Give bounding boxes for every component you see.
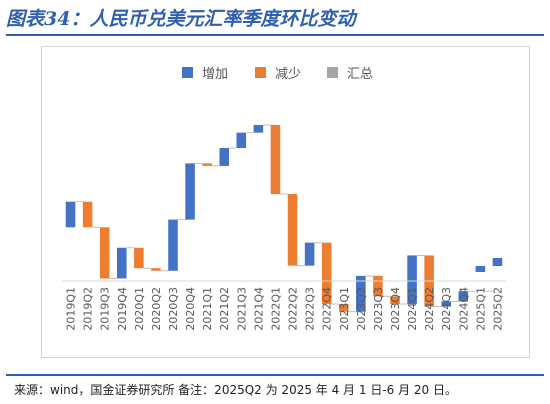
bar-2022Q4: [321, 242, 332, 305]
bar-2022Q2: [287, 194, 298, 266]
legend-label-2: 汇总: [347, 67, 373, 82]
x-tick-2022Q4: 2022Q4: [321, 287, 334, 331]
bar-2020Q1: [134, 247, 144, 269]
bar-2020Q2: [151, 268, 161, 271]
footer-divider: [6, 374, 544, 376]
x-tick-2022Q3: 2022Q3: [304, 287, 317, 331]
bar-2021Q1: [202, 163, 212, 166]
x-tick-2024Q3: 2024Q3: [440, 287, 453, 331]
x-tick-2019Q3: 2019Q3: [99, 287, 112, 331]
x-tick-2025Q1: 2025Q1: [474, 287, 487, 331]
bar-2022Q1: [270, 125, 281, 195]
x-tick-2021Q4: 2021Q4: [252, 287, 265, 331]
x-tick-2019Q4: 2019Q4: [116, 287, 129, 331]
bar-2024Q3: [441, 301, 452, 307]
bar-2023Q2: [356, 275, 366, 312]
bar-2019Q1: [65, 201, 76, 228]
bar-2025Q2: [492, 258, 503, 266]
bar-2021Q4: [253, 125, 264, 133]
x-tick-2022Q2: 2022Q2: [287, 287, 300, 331]
bar-2025Q1: [475, 266, 486, 272]
chart-frame: [41, 46, 530, 358]
bar-2021Q2: [219, 148, 230, 166]
title-divider: [6, 34, 544, 36]
legend-swatch-1: [255, 67, 266, 78]
bar-2023Q1: [338, 304, 349, 312]
x-tick-2024Q4: 2024Q4: [457, 287, 470, 331]
bar-2023Q4: [390, 296, 400, 305]
bar-2019Q2: [82, 201, 93, 228]
source-note: 来源：wind，国金证券研究所 备注：2025Q2 为 2025 年 4 月 1…: [14, 383, 457, 397]
x-tick-2023Q4: 2023Q4: [389, 287, 402, 331]
x-tick-2020Q1: 2020Q1: [133, 287, 146, 331]
bar-2024Q4: [458, 291, 469, 302]
x-tick-2020Q4: 2020Q4: [184, 287, 197, 331]
bar-2022Q3: [304, 242, 315, 266]
x-tick-2024Q2: 2024Q2: [423, 287, 436, 331]
bar-2020Q3: [168, 219, 178, 271]
x-tick-2024Q1: 2024Q1: [406, 287, 419, 331]
bars: [65, 125, 503, 312]
legend-swatch-2: [327, 67, 338, 78]
bar-2019Q3: [99, 227, 110, 279]
bar-2024Q1: [407, 255, 417, 305]
chart-title: 图表34：人民币兑美元汇率季度环比变动: [6, 8, 356, 30]
x-tick-2019Q1: 2019Q1: [65, 287, 78, 331]
bar-2020Q4: [185, 163, 195, 220]
x-tick-2021Q3: 2021Q3: [235, 287, 248, 331]
x-tick-labels: 2019Q1 2019Q2 2019Q3 2019Q4 2020Q1 2020Q2 2020…: [65, 287, 505, 331]
legend-label-0: 增加: [202, 67, 228, 82]
legend-swatch-0: [182, 67, 193, 78]
x-tick-2021Q1: 2021Q1: [201, 287, 214, 331]
connector-lines: [75, 124, 493, 313]
x-tick-2020Q3: 2020Q3: [167, 287, 180, 331]
legend-label-1: 减少: [275, 67, 301, 82]
x-tick-2023Q1: 2023Q1: [338, 287, 351, 331]
x-tick-2025Q2: 2025Q2: [491, 287, 504, 331]
x-tick-2023Q3: 2023Q3: [372, 287, 385, 331]
x-tick-2022Q1: 2022Q1: [269, 287, 282, 331]
bar-2023Q3: [373, 275, 383, 297]
bar-2021Q3: [236, 132, 247, 149]
legend: 增加 减少 汇总: [182, 67, 373, 82]
x-tick-2021Q2: 2021Q2: [218, 287, 231, 331]
x-tick-2023Q2: 2023Q2: [355, 287, 368, 331]
x-tick-2019Q2: 2019Q2: [82, 287, 95, 331]
bar-2019Q4: [116, 247, 127, 279]
x-tick-2020Q2: 2020Q2: [150, 287, 163, 331]
